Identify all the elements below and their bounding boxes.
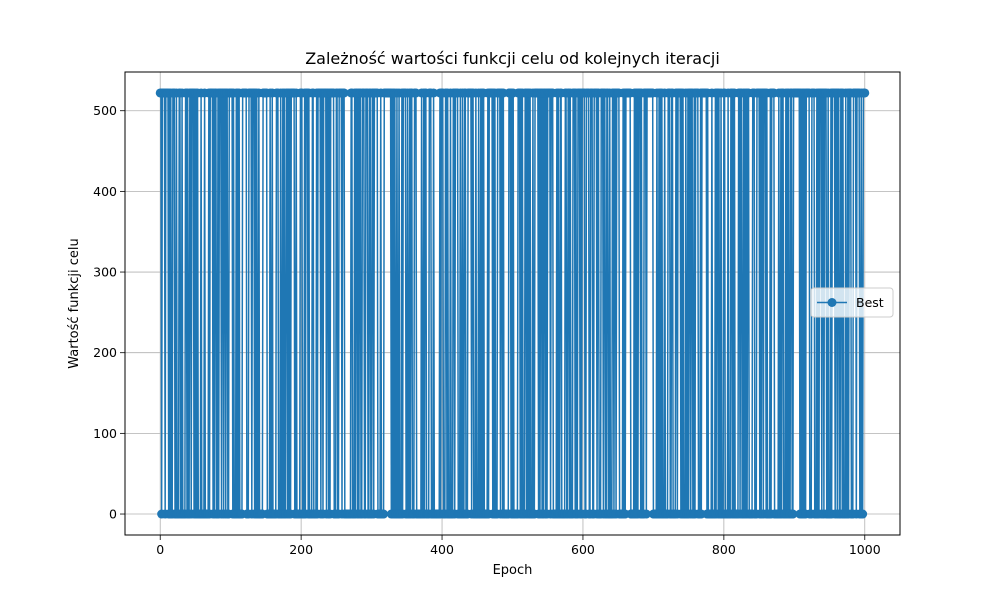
chart-title: Zależność wartości funkcji celu od kolej… <box>305 49 720 68</box>
x-axis-label: Epoch <box>493 563 533 578</box>
data-point <box>788 509 798 519</box>
y-tick-label: 500 <box>93 103 117 118</box>
x-tick-label: 0 <box>156 542 164 557</box>
x-tick-label: 600 <box>571 542 595 557</box>
x-tick-label: 1000 <box>849 542 881 557</box>
legend-marker-best <box>827 298 837 307</box>
x-tick-label: 800 <box>712 542 736 557</box>
legend: Best <box>810 287 894 318</box>
plot-area <box>155 88 870 519</box>
y-tick-label: 0 <box>109 507 117 522</box>
y-tick-label: 100 <box>93 426 117 441</box>
legend-label-best: Best <box>856 295 884 310</box>
y-axis: 0 100 200 300 400 500 <box>93 103 125 522</box>
data-point <box>339 88 349 98</box>
data-point <box>379 509 389 519</box>
data-point <box>860 88 870 98</box>
series-markers-best <box>155 88 870 519</box>
axes-frame <box>124 71 901 536</box>
x-tick-label: 200 <box>289 542 313 557</box>
data-point <box>641 509 651 519</box>
legend-box <box>810 287 894 318</box>
y-tick-label: 300 <box>93 265 117 280</box>
data-point <box>858 509 868 519</box>
x-tick-label: 400 <box>430 542 454 557</box>
y-axis-label: Wartość funkcji celu <box>67 238 82 369</box>
y-tick-label: 400 <box>93 184 117 199</box>
x-axis: 0 200 400 600 800 1000 <box>156 535 881 557</box>
data-point <box>429 88 439 98</box>
y-tick-label: 200 <box>93 345 117 360</box>
